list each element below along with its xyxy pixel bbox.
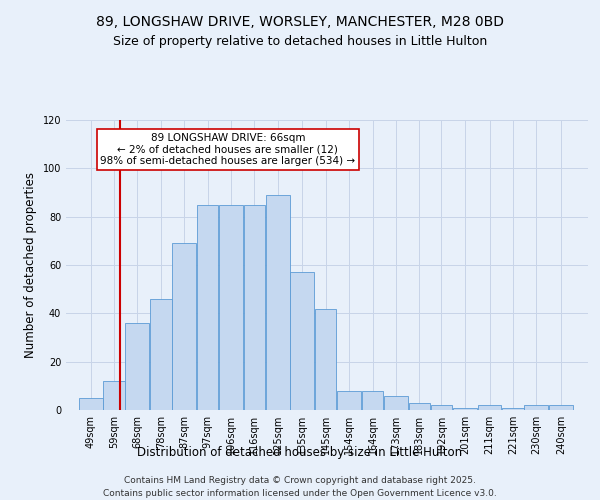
Bar bbox=[103, 381, 125, 410]
Bar bbox=[362, 390, 383, 410]
Bar bbox=[453, 408, 477, 410]
Bar bbox=[337, 390, 361, 410]
Text: Size of property relative to detached houses in Little Hulton: Size of property relative to detached ho… bbox=[113, 35, 487, 48]
Bar bbox=[125, 323, 149, 410]
Bar bbox=[431, 405, 452, 410]
Bar bbox=[172, 244, 196, 410]
Bar bbox=[478, 405, 502, 410]
Bar bbox=[290, 272, 314, 410]
Bar bbox=[150, 299, 172, 410]
Bar bbox=[244, 204, 265, 410]
Bar bbox=[197, 204, 218, 410]
Text: Distribution of detached houses by size in Little Hulton: Distribution of detached houses by size … bbox=[137, 446, 463, 459]
Bar bbox=[315, 308, 337, 410]
Y-axis label: Number of detached properties: Number of detached properties bbox=[24, 172, 37, 358]
Text: 89 LONGSHAW DRIVE: 66sqm
← 2% of detached houses are smaller (12)
98% of semi-de: 89 LONGSHAW DRIVE: 66sqm ← 2% of detache… bbox=[100, 133, 355, 166]
Bar bbox=[79, 398, 103, 410]
Bar bbox=[502, 408, 524, 410]
Text: 89, LONGSHAW DRIVE, WORSLEY, MANCHESTER, M28 0BD: 89, LONGSHAW DRIVE, WORSLEY, MANCHESTER,… bbox=[96, 15, 504, 29]
Bar bbox=[266, 195, 290, 410]
Text: Contains HM Land Registry data © Crown copyright and database right 2025.
Contai: Contains HM Land Registry data © Crown c… bbox=[103, 476, 497, 498]
Bar bbox=[524, 405, 548, 410]
Bar bbox=[549, 405, 573, 410]
Bar bbox=[409, 403, 430, 410]
Bar bbox=[384, 396, 408, 410]
Bar bbox=[219, 204, 243, 410]
